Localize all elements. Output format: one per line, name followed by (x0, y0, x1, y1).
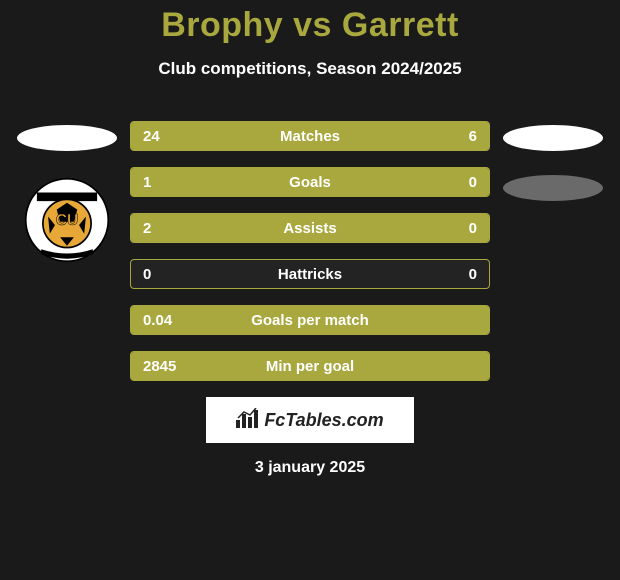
date-label: 3 january 2025 (0, 459, 620, 477)
stat-label: Min per goal (266, 358, 354, 375)
left-column: CU (12, 121, 122, 263)
stats-bars: 24 Matches 6 1 Goals 0 2 Assists 0 0 Hattricks 0 0.0… (130, 121, 490, 381)
stat-value-left: 2845 (143, 358, 176, 375)
player-avatar-placeholder-left (17, 125, 117, 151)
stat-bar: 1 Goals 0 (130, 167, 490, 197)
stat-value-right: 0 (469, 266, 477, 283)
stat-value-left: 1 (143, 174, 151, 191)
stat-value-right: 0 (469, 174, 477, 191)
right-column (498, 121, 608, 201)
club-monogram: CU (56, 212, 78, 229)
page-title: Brophy vs Garrett (0, 6, 620, 45)
stat-label: Assists (283, 220, 336, 237)
chart-icon (236, 408, 258, 433)
stat-bar: 2 Assists 0 (130, 213, 490, 243)
player-avatar-placeholder-right (503, 125, 603, 151)
stat-bar: 24 Matches 6 (130, 121, 490, 151)
stat-bar: 0 Hattricks 0 (130, 259, 490, 289)
stat-label: Goals per match (251, 312, 369, 329)
comparison-widget: Brophy vs Garrett Club competitions, Sea… (0, 0, 620, 477)
stat-value-right: 0 (469, 220, 477, 237)
brand-text: FcTables.com (264, 410, 383, 431)
stat-value-left: 24 (143, 128, 160, 145)
club-logo-right-placeholder (503, 175, 603, 201)
stat-bar: 0.04 Goals per match (130, 305, 490, 335)
subtitle: Club competitions, Season 2024/2025 (0, 59, 620, 79)
brand-banner[interactable]: FcTables.com (206, 397, 414, 443)
stat-label: Goals (289, 174, 331, 191)
club-logo-left: CU (24, 177, 110, 263)
stat-bar: 2845 Min per goal (130, 351, 490, 381)
main-row: CU 24Matches61Goals02Assists00Hattricks0… (0, 121, 620, 381)
stat-value-right: 6 (469, 128, 477, 145)
stat-label: Hattricks (278, 266, 342, 283)
stat-value-left: 2 (143, 220, 151, 237)
stat-value-left: 0 (143, 266, 151, 283)
bar-fill-right (417, 122, 489, 150)
bar-fill-left (131, 122, 417, 150)
stat-label: Matches (280, 128, 340, 145)
stat-value-left: 0.04 (143, 312, 172, 329)
